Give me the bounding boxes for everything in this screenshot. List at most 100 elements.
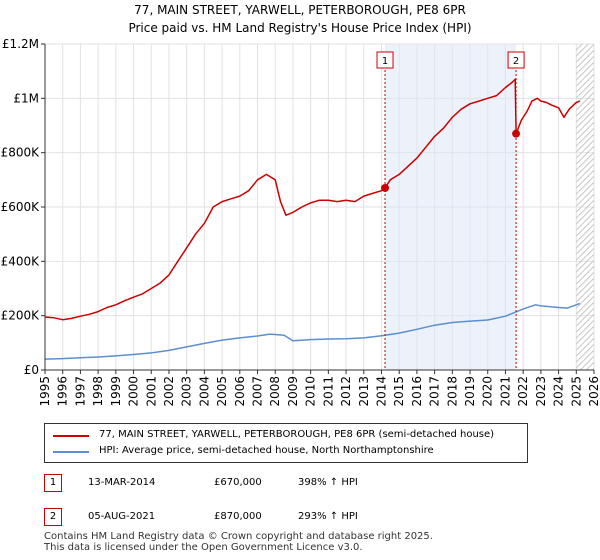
sale-date: 05-AUG-2021 [88,511,156,522]
sale-price: £670,000 [214,477,262,488]
x-tick-label: 2009 [286,376,300,407]
hatch-line [575,133,594,153]
hatch-line [575,313,594,333]
sale-marker-box [376,51,394,69]
legend-swatch-property [53,435,89,437]
y-tick-label: £400K [1,254,41,268]
hatch-line [575,97,594,117]
x-tick-label: 2012 [339,376,353,407]
property-price-line [44,78,581,321]
sale-marker-label: 2 [513,56,519,67]
x-tick-label: 2004 [197,376,211,407]
y-tick-label: £1.2M [2,37,39,51]
hatch-line [575,55,594,75]
hatch-line [575,121,594,141]
x-tick-label: 2018 [445,376,459,407]
x-tick-label: 2011 [321,376,335,407]
x-tick-label: 2020 [481,376,495,407]
hatch-line [575,343,594,363]
hatch-line [575,319,594,339]
hatch-line [575,187,594,207]
legend-label-property: 77, MAIN STREET, YARWELL, PETERBOROUGH, … [99,429,495,440]
hatch-line [575,193,594,213]
hatch-line [575,67,594,87]
sale-point [381,183,390,192]
hatch-line [576,20,594,38]
hatch-line [575,169,594,189]
hatch-line [575,73,594,93]
hatch-line [575,199,594,219]
hatch-line [575,109,594,129]
y-tick-label: £1M [13,91,39,105]
sale-marker-box [507,51,525,69]
y-tick-label: £800K [1,146,41,160]
hatch-line [575,307,594,327]
hatch-line [576,2,594,20]
hatch-line [575,277,594,297]
hatch-line [575,337,594,357]
hatch-line [579,355,594,370]
hatch-line [575,61,594,81]
sale-marker-badge: 1 [44,474,62,492]
hatch-line [575,283,594,303]
hatch-line [575,349,594,369]
hatch-line [575,241,594,261]
hatch-line [575,205,594,225]
x-tick-label: 2026 [587,376,600,407]
hatch-line [575,271,594,291]
sale-row: 1 13-MAR-2014 £670,000 398% ↑ HPI [0,474,600,496]
hatch-line [575,49,594,69]
hatch-line [575,145,594,165]
hatch-line [575,247,594,267]
hatch-line [575,259,594,279]
hatch-line [575,79,594,99]
x-tick-label: 2006 [233,376,247,407]
y-tick-label: £0 [24,363,39,377]
footer: Contains HM Land Registry data © Crown c… [44,531,433,553]
hatch-line [575,157,594,177]
hpi-line [44,302,581,360]
hatch-line [575,325,594,345]
y-tick-label: £600K [1,200,41,214]
hatch-line [575,91,594,111]
sale-date: 13-MAR-2014 [88,477,156,488]
x-tick-label: 2024 [552,376,566,407]
future-hatch [575,2,594,370]
hatch-line [575,217,594,237]
x-tick-label: 1998 [91,376,105,407]
x-tick-label: 2008 [268,376,282,407]
legend-label-hpi: HPI: Average price, semi-detached house,… [99,445,434,456]
x-tick-label: 1997 [73,376,87,407]
x-tick-label: 2021 [498,376,512,407]
legend-swatch-hpi [53,451,89,453]
hatch-line [575,265,594,285]
footer-copyright: Contains HM Land Registry data © Crown c… [44,531,433,542]
hatch-line [575,331,594,351]
x-tick-label: 2010 [304,376,318,407]
hatch-line [575,139,594,159]
hatch-line [576,44,577,45]
hatch-line [575,127,594,147]
x-tick-label: 2016 [410,376,424,407]
x-tick-label: 2023 [534,376,548,407]
hatch-line [575,211,594,231]
hatch-line [575,181,594,201]
hatch-line [575,44,589,57]
x-tick-label: 2013 [357,376,371,407]
sale-hpi-change: 293% ↑ HPI [298,511,358,522]
hatch-line [575,301,594,321]
hatch-line [575,175,594,195]
sale-marker-label: 1 [382,56,388,67]
x-tick-label: 1996 [56,376,70,407]
hatch-line [575,44,583,51]
hatch-line [576,14,594,32]
hatch-line [575,115,594,135]
x-tick-label: 2000 [127,376,141,407]
x-tick-label: 2001 [144,376,158,407]
x-tick-label: 2015 [392,376,406,407]
x-tick-label: 2019 [463,376,477,407]
x-tick-label: 2017 [428,376,442,407]
sale-hpi-change: 398% ↑ HPI [298,477,358,488]
x-tick-label: 2007 [251,376,265,407]
y-tick-label: £200K [1,309,41,323]
